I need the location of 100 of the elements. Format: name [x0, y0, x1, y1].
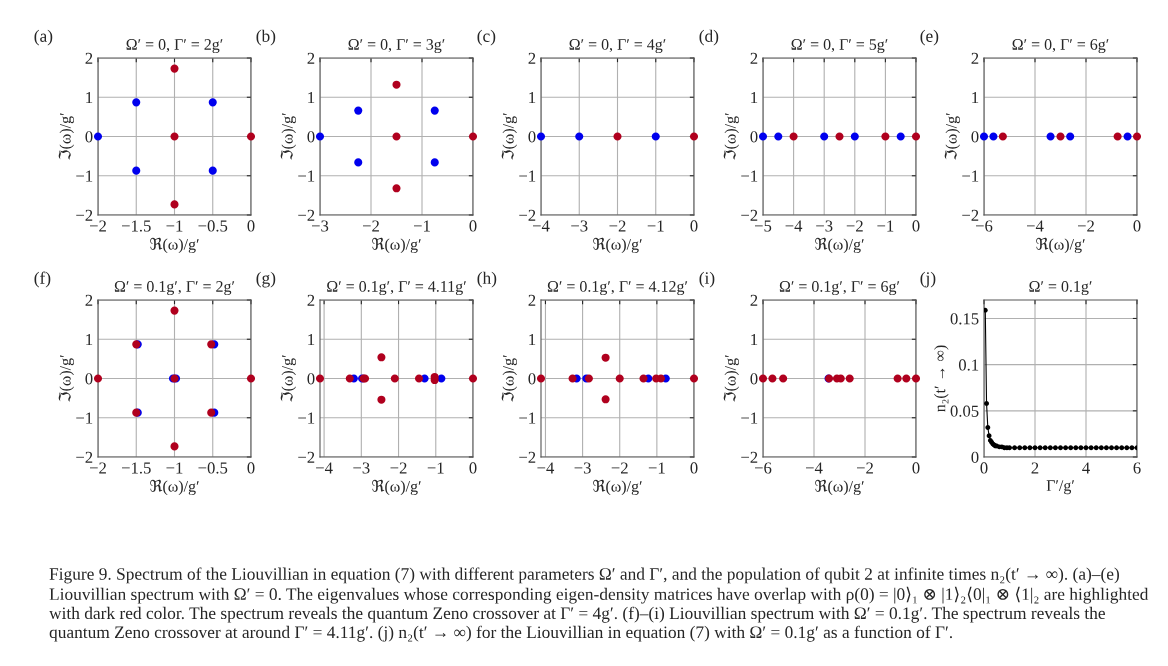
y-tick-label: 0	[307, 373, 315, 385]
chart-title: Ω′ = 0.1g′, Γ′ = 4.11g′	[327, 281, 466, 296]
y-tick-label: 1	[86, 334, 93, 346]
chart-title: Ω′ = 0, Γ′ = 5g′	[791, 39, 888, 54]
y-tick-label: 1	[529, 334, 536, 346]
y-tick-label: 0	[528, 131, 536, 143]
x-tick-label: 6	[1133, 462, 1141, 474]
y-axis-title: n₂(t′ → ∞)	[934, 345, 949, 412]
x-tick-label: −2	[362, 220, 379, 232]
x-tick-label: 0	[247, 220, 255, 232]
x-tick-label: −3	[816, 220, 833, 232]
x-axis-title: ℜ(ω)/g′	[150, 479, 199, 496]
text: (h)	[477, 271, 497, 288]
x-tick-label: 0	[690, 462, 698, 474]
x-tick-label: −4	[537, 462, 555, 474]
x-tick-label: −1	[166, 462, 183, 474]
text: (e)	[920, 29, 939, 46]
y-tick-label: −1	[76, 412, 93, 424]
y-tick-label: 0	[528, 373, 536, 385]
y-axis-title: ℑ(ω)/g′	[501, 355, 518, 402]
text: (g)	[256, 271, 276, 288]
x-axis-title: ℜ(ω)/g′	[150, 237, 199, 254]
x-tick-label: −3	[311, 220, 329, 232]
y-tick-label: 2	[307, 294, 315, 306]
y-tick-label: −2	[519, 451, 536, 463]
y-tick-label: 0.1	[958, 359, 979, 371]
y-tick-label: −2	[741, 209, 758, 221]
y-tick-label: −1	[298, 412, 315, 424]
y-tick-label: 1	[751, 92, 758, 104]
x-axis-title: ℜ(ω)/g′	[372, 479, 421, 496]
x-tick-label: −0.5	[198, 220, 228, 232]
x-tick-label: −4	[532, 220, 550, 232]
y-tick-label: 2	[85, 294, 93, 306]
y-tick-label: 2	[85, 52, 93, 64]
y-tick-label: 2	[528, 294, 536, 306]
x-tick-label: −5	[754, 220, 772, 232]
y-tick-label: 1	[751, 334, 758, 346]
x-tick-label: −0.5	[198, 462, 228, 474]
y-tick-label: 0	[307, 131, 315, 143]
y-axis-title: ℑ(ω)/g′	[723, 113, 740, 160]
x-tick-label: 0	[469, 462, 477, 474]
y-tick-label: −2	[76, 451, 93, 463]
y-axis-title: ℑ(ω)/g′	[280, 113, 297, 160]
x-tick-label: −2	[611, 462, 628, 474]
chart-title: Ω′ = 0, Γ′ = 2g′	[126, 39, 223, 54]
text: (d)	[699, 29, 719, 46]
x-tick-label: −3	[353, 462, 370, 474]
x-tick-label: −4	[785, 220, 803, 232]
chart-title: Ω′ = 0, Γ′ = 3g′	[348, 39, 445, 54]
y-axis-title: ℑ(ω)/g′	[944, 113, 961, 160]
y-tick-label: 2	[750, 294, 758, 306]
x-tick-label: −2	[1077, 220, 1094, 232]
x-tick-label: −2	[390, 462, 407, 474]
chart-title: Ω′ = 0, Γ′ = 6g′	[1012, 39, 1109, 54]
x-axis-title: ℜ(ω)/g′	[593, 479, 642, 496]
x-axis-title: ℜ(ω)/g′	[815, 237, 864, 254]
x-tick-label: −2	[609, 220, 626, 232]
y-axis-title: ℑ(ω)/g′	[723, 355, 740, 402]
y-tick-label: 1	[86, 92, 93, 104]
text: (j)	[920, 271, 936, 288]
x-tick-label: 0	[1133, 220, 1141, 232]
y-tick-label: 0.15	[950, 313, 979, 325]
x-tick-label: −4	[316, 462, 333, 474]
y-tick-label: −1	[76, 170, 93, 182]
y-tick-label: 0	[85, 373, 93, 385]
chart-title: Ω′ = 0.1g′, Γ′ = 6g′	[779, 281, 900, 296]
x-tick-label: −3	[571, 220, 588, 232]
x-tick-label: −4	[1026, 220, 1044, 232]
text: (b)	[256, 29, 276, 46]
y-tick-label: −2	[519, 209, 536, 221]
y-axis-title: ℑ(ω)/g′	[501, 113, 518, 160]
y-tick-label: −1	[519, 170, 536, 182]
y-tick-label: −2	[962, 209, 979, 221]
y-tick-label: 0	[971, 131, 979, 143]
x-axis-title: ℜ(ω)/g′	[1036, 237, 1085, 254]
y-tick-label: 2	[971, 52, 979, 64]
x-tick-label: 4	[1082, 462, 1090, 474]
y-tick-label: −2	[741, 451, 758, 463]
text: (c)	[477, 29, 496, 46]
y-tick-label: 2	[528, 52, 536, 64]
y-tick-label: 0	[750, 373, 758, 385]
x-tick-label: 0	[980, 462, 988, 474]
x-tick-label: −1.5	[121, 462, 151, 474]
x-tick-label: −2	[846, 220, 863, 232]
x-tick-label: −1	[427, 462, 444, 474]
x-tick-label: −1.5	[121, 220, 151, 232]
x-tick-label: −4	[805, 462, 823, 474]
y-tick-label: 0	[971, 451, 979, 463]
x-axis-title: ℜ(ω)/g′	[815, 479, 864, 496]
x-tick-label: 2	[1031, 462, 1039, 474]
chart-title: Ω′ = 0, Γ′ = 4g′	[569, 39, 666, 54]
chart-title: Ω′ = 0.1g′, Γ′ = 2g′	[114, 281, 235, 296]
y-tick-label: 0.05	[950, 405, 979, 417]
y-tick-label: 1	[308, 334, 315, 346]
y-tick-label: −2	[298, 451, 315, 463]
y-tick-label: −1	[298, 170, 315, 182]
x-tick-label: −1	[648, 462, 665, 474]
x-tick-label: −1	[647, 220, 664, 232]
x-axis-title: ℜ(ω)/g′	[372, 237, 421, 254]
y-tick-label: 0	[750, 131, 758, 143]
